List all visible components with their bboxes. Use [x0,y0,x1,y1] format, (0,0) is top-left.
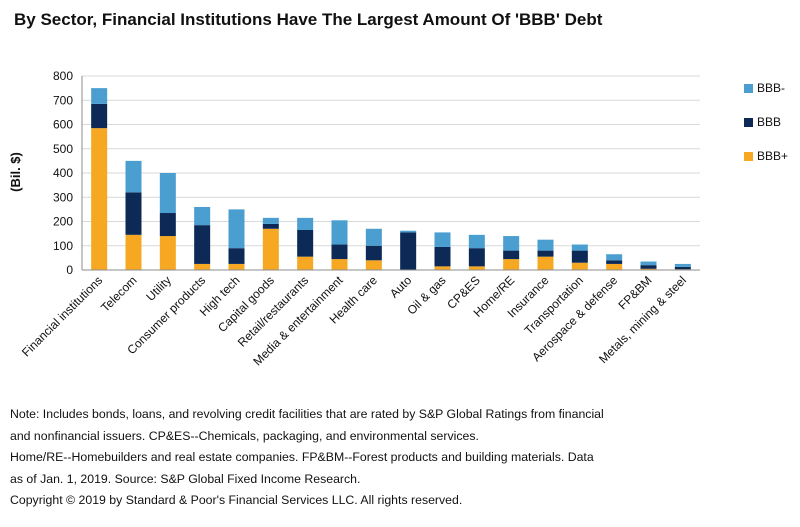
bar-segment-bbb-minus [674,263,691,267]
bar-segment-bbb [159,213,176,237]
bar-segment-bbb-minus [194,206,211,226]
bar-segment-bbb-minus [331,220,348,245]
legend-label-bbb: BBB [757,115,782,129]
note-line: Home/RE--Homebuilders and real estate co… [10,450,594,464]
bar-segment-bbb-minus [571,244,588,251]
x-tick-label: Auto [387,273,415,301]
bar-segment-bbb-plus [468,266,485,270]
bar-segment-bbb-minus [297,217,314,230]
bar-segment-bbb [640,265,657,269]
bar-segment-bbb [365,245,382,261]
y-tick-labels: 0 100 200 300 400 500 600 700 800 [53,69,73,277]
y-tick-label: 200 [53,215,73,229]
chart-title: By Sector, Financial Institutions Have T… [14,10,603,29]
bar-segment-bbb-minus [468,234,485,249]
bar-segment-bbb-plus [159,236,176,270]
bar-segment-bbb-plus [571,262,588,270]
y-tick-label: 500 [53,142,73,156]
y-tick-label: 400 [53,166,73,180]
bar-segment-bbb-plus [640,268,657,270]
bar-segment-bbb-plus [91,128,108,270]
gridlines [82,75,700,247]
legend-label-bbb-minus: BBB- [757,81,786,95]
y-tick-label: 0 [66,263,73,277]
x-tick-label: Utility [143,273,174,304]
bar-segment-bbb-minus [125,160,142,193]
bar-segment-bbb [400,232,417,270]
bar-segment-bbb-plus [434,266,451,270]
y-axis-label: (Bil. $) [8,152,23,192]
bars [91,88,691,270]
legend-swatch-bbb-minus [744,83,753,93]
legend-swatch-bbb [744,117,753,127]
bar-segment-bbb-plus [606,263,623,270]
bar-segment-bbb-plus [537,256,554,270]
bar-segment-bbb-minus [434,232,451,247]
bar-segment-bbb [228,248,245,264]
bar-segment-bbb-minus [400,230,417,233]
bar-segment-bbb-minus [91,88,108,104]
bar-segment-bbb [91,103,108,129]
bar-segment-bbb-plus [331,259,348,270]
bar-segment-bbb [674,266,691,270]
bar-segment-bbb [297,229,314,257]
bar-segment-bbb [125,192,142,235]
bar-segment-bbb-minus [262,217,279,224]
legend-item-bbb-minus: BBB- [744,80,785,96]
bar-segment-bbb-plus [262,228,279,270]
bar-segment-bbb-minus [365,228,382,246]
stacked-bar-chart: 0 100 200 300 400 500 600 700 800 Financial inst… [8,69,700,369]
legend-item-bbb-plus: BBB+ [744,148,788,164]
axes [81,76,700,271]
note-line: as of Jan. 1, 2019. Source: S&P Global F… [10,471,361,486]
copyright-line: Copyright © 2019 by Standard & Poor's Fi… [10,493,463,507]
bar-segment-bbb [537,250,554,257]
bar-segment-bbb [468,248,485,267]
y-tick-label: 300 [53,190,73,204]
bar-segment-bbb-minus [537,239,554,251]
legend-swatch-bbb-plus [744,151,753,161]
bar-segment-bbb-minus [228,209,245,249]
note-line: and nonfinancial issuers. CP&ES--Chemica… [10,428,479,443]
bar-segment-bbb [331,244,348,260]
bar-segment-bbb [434,246,451,267]
bar-segment-bbb [262,223,279,229]
bar-segment-bbb-plus [365,260,382,270]
bar-segment-bbb-minus [503,236,520,251]
bar-segment-bbb [571,250,588,263]
y-tick-label: 700 [53,93,73,107]
bar-segment-bbb-plus [503,259,520,270]
bar-segment-bbb [194,225,211,264]
legend-label-bbb-plus: BBB+ [757,149,789,163]
bar-segment-bbb-minus [640,261,657,266]
y-tick-label: 800 [53,69,73,83]
bar-segment-bbb [606,260,623,264]
bar-segment-bbb-plus [228,263,245,270]
bar-segment-bbb-plus [194,263,211,270]
note-line: Note: Includes bonds, loans, and revolvi… [10,407,604,421]
bar-segment-bbb [503,250,520,260]
x-tick-label: Telecom [98,273,139,314]
bar-segment-bbb-minus [159,173,176,214]
x-tick-label: Financial institutions [19,273,105,359]
y-tick-label: 100 [53,239,73,253]
chart-notes: Note: Includes bonds, loans, and revolvi… [10,404,790,512]
bar-segment-bbb-plus [297,256,314,270]
bar-segment-bbb-plus [125,234,142,270]
bar-segment-bbb-minus [606,254,623,261]
y-tick-label: 600 [53,118,73,132]
legend-item-bbb: BBB [744,114,781,130]
